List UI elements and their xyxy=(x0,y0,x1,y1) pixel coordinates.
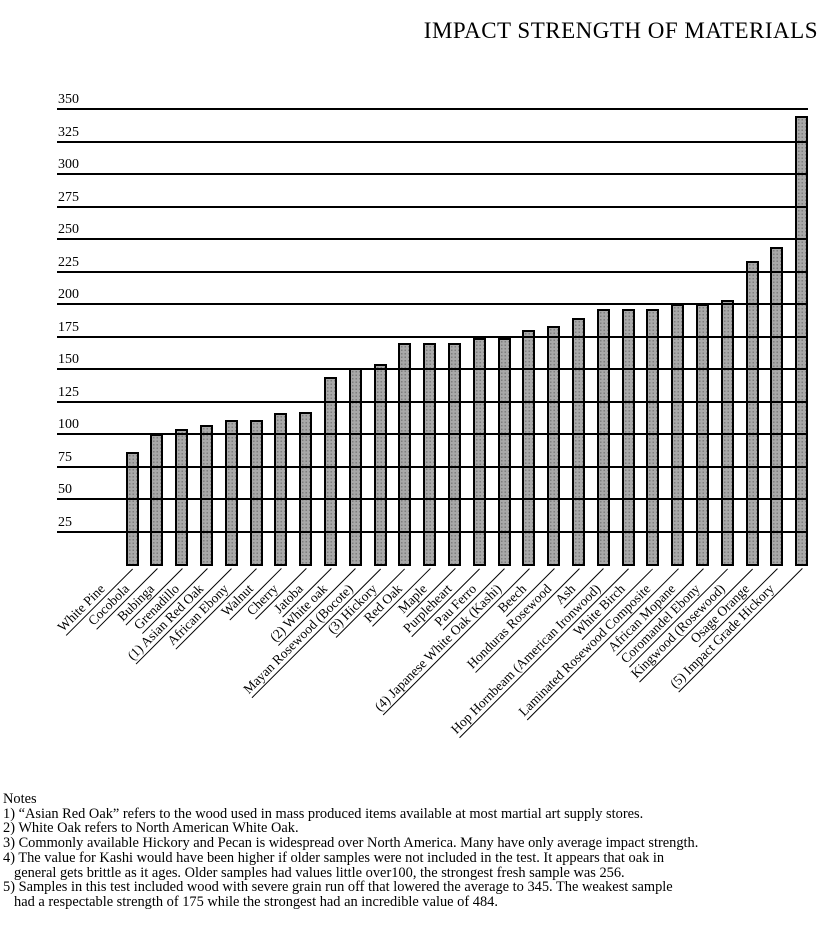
bar xyxy=(373,363,387,566)
bar xyxy=(199,424,213,566)
bar xyxy=(795,115,809,566)
bar xyxy=(547,326,561,566)
y-tick-label: 350 xyxy=(58,92,79,107)
bar xyxy=(621,309,635,566)
gridline xyxy=(57,270,808,273)
bar xyxy=(447,343,461,566)
note-line: general gets brittle as it ages. Older s… xyxy=(14,864,625,881)
bar xyxy=(125,452,139,566)
y-tick-label: 300 xyxy=(58,157,79,172)
gridline xyxy=(57,335,808,338)
bar xyxy=(770,246,784,566)
y-tick-label: 200 xyxy=(58,287,79,302)
y-tick-label: 125 xyxy=(58,384,79,400)
y-tick-label: 150 xyxy=(58,352,79,367)
note-line: 5) Samples in this test included wood wi… xyxy=(3,879,673,896)
gridline xyxy=(57,238,808,240)
gridline xyxy=(57,465,808,468)
bar xyxy=(497,337,511,566)
bar xyxy=(522,330,536,566)
gridline xyxy=(57,368,808,370)
note-line: had a respectable strength of 175 while … xyxy=(14,893,498,910)
note-line: 1) “Asian Red Oak” refers to the wood us… xyxy=(3,805,644,822)
y-tick-label: 250 xyxy=(58,222,79,237)
y-tick-label: 100 xyxy=(58,417,79,432)
bar xyxy=(571,318,585,566)
bar xyxy=(472,337,486,566)
gridline xyxy=(57,303,808,305)
bar xyxy=(671,304,685,566)
notes-heading: Notes xyxy=(3,791,37,807)
gridline xyxy=(57,400,808,403)
gridline xyxy=(57,173,808,175)
note-line: 2) White Oak refers to North American Wh… xyxy=(3,820,299,837)
gridline xyxy=(57,205,808,208)
gridline xyxy=(57,498,808,500)
bar xyxy=(596,309,610,566)
bar xyxy=(398,343,412,566)
y-tick-label: 175 xyxy=(58,319,79,335)
gridline xyxy=(57,140,808,143)
note-line: 3) Commonly available Hickory and Pecan … xyxy=(3,835,699,852)
bar xyxy=(745,261,759,566)
bar xyxy=(646,309,660,566)
bar xyxy=(695,304,709,566)
y-tick-label: 275 xyxy=(58,189,79,205)
bar xyxy=(249,419,263,566)
y-tick-label: 75 xyxy=(58,449,72,465)
note-line: 4) The value for Kashi would have been h… xyxy=(3,849,665,866)
bar xyxy=(224,419,238,566)
bar xyxy=(150,434,164,566)
gridline xyxy=(57,433,808,435)
y-tick-label: 50 xyxy=(58,482,72,497)
notes-section: Notes 1) “Asian Red Oak” refers to the w… xyxy=(3,792,698,910)
y-tick-label: 325 xyxy=(58,124,79,140)
y-tick-label: 25 xyxy=(58,514,72,530)
chart-title: IMPACT STRENGTH OF MATERIALS xyxy=(423,18,818,43)
gridline xyxy=(57,108,808,110)
bar xyxy=(323,376,337,566)
gridline xyxy=(57,530,808,533)
bar xyxy=(299,411,313,566)
bar xyxy=(423,343,437,566)
bar xyxy=(274,413,288,566)
y-tick-label: 225 xyxy=(58,254,79,270)
